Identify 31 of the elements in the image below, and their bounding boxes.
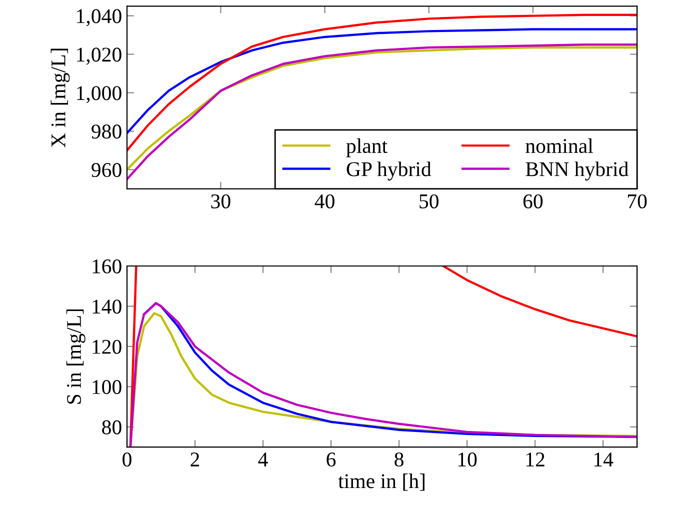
y-tick-label: 80 (102, 420, 122, 434)
y-tick-label: 1,040 (77, 9, 122, 26)
y-tick-label: 960 (92, 163, 122, 178)
x-tick-label: 12 (526, 452, 544, 466)
y-tick-label: 160 (92, 259, 122, 274)
x-tick-label: 40 (314, 194, 334, 208)
y-tick-label: 140 (92, 300, 122, 314)
x-tick-label: 70 (628, 194, 647, 208)
y-tick-label: 1,020 (77, 48, 122, 65)
x-tick-label: 60 (523, 194, 543, 208)
y-axis-title: X in [mg/L] (50, 48, 70, 148)
x-tick-label: 50 (420, 194, 438, 208)
x-tick-label: 6 (326, 452, 336, 467)
legend-label: BNN hybrid (526, 162, 628, 181)
y-axis-title: S in [mg/L] (66, 309, 86, 404)
x-axis-title: time in [h] (338, 474, 424, 491)
x-tick-label: 10 (458, 452, 477, 467)
x-tick-label: 8 (394, 452, 404, 467)
y-tick-label: 100 (92, 380, 122, 394)
x-tick-label: 4 (258, 452, 268, 466)
line-series (127, 28, 638, 134)
y-tick-label: 120 (92, 340, 122, 354)
legend-label: nominal (526, 138, 593, 154)
legend-label: plant (346, 138, 388, 158)
y-tick-label: 1,000 (77, 86, 122, 104)
x-tick-label: 2 (190, 452, 200, 466)
legend-label: GP hybrid (346, 162, 432, 181)
x-tick-label: 30 (211, 194, 230, 208)
x-tick-label: 0 (122, 452, 132, 467)
y-tick-label: 980 (92, 124, 122, 139)
x-tick-label: 14 (594, 452, 614, 466)
